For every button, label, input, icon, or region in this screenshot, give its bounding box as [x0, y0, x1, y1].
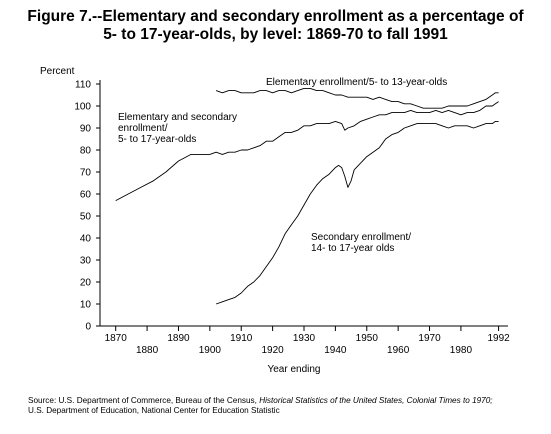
series-label-line: Elementary and secondary	[118, 112, 237, 123]
x-tick-label: 1890	[167, 333, 190, 344]
series-elementary-label: Elementary enrollment/5- to 13-year-olds	[266, 77, 447, 88]
x-tick-label: 1940	[324, 345, 347, 356]
x-tick-label: 1880	[136, 345, 159, 356]
series-label-line: 5- to 17-year-olds	[118, 134, 196, 145]
series-label-line: enrollment/	[118, 123, 168, 134]
series-elementary-line	[215, 87, 499, 109]
x-tick-label: 1920	[261, 345, 284, 356]
x-tick-label: 1950	[356, 333, 379, 344]
y-tick-label: 90	[80, 124, 92, 135]
y-tick-label: 100	[74, 102, 91, 113]
x-tick-label: 1970	[418, 333, 441, 344]
source-note: Source: U.S. Department of Commerce, Bur…	[28, 396, 493, 416]
y-tick-label: 30	[80, 256, 92, 267]
series-label-line: Secondary enrollment/	[311, 232, 411, 243]
x-tick-label: 1910	[230, 333, 253, 344]
chart-title-line-1: Figure 7.--Elementary and secondary enro…	[27, 8, 524, 25]
series-total-line	[115, 101, 499, 201]
series-secondary-label: Secondary enrollment/14- to 17-year olds	[311, 232, 411, 254]
x-tick-label: 1992	[487, 333, 510, 344]
y-tick-label: 50	[80, 212, 92, 223]
y-tick-label: 40	[80, 234, 92, 245]
series-label-line: 14- to 17-year olds	[311, 243, 394, 254]
source-line-2: U.S. Department of Education, National C…	[28, 406, 280, 415]
x-axis-label: Year ending	[267, 364, 320, 375]
y-tick-label: 10	[80, 300, 92, 311]
y-tick-label: 60	[80, 190, 92, 201]
y-tick-label: 110	[75, 80, 91, 91]
series-total-label: Elementary and secondary enrollment/5- to…	[118, 112, 237, 145]
x-tick-label: 1980	[450, 345, 473, 356]
chart-title-line-2: 5- to 17-year-olds, by level: 1869-70 to…	[103, 26, 448, 43]
y-tick-label: 0	[85, 322, 91, 333]
y-axis-label: Percent	[40, 66, 75, 77]
x-tick-label: 1900	[199, 345, 222, 356]
series-label-line: Elementary enrollment/5- to 13-year-olds	[266, 77, 447, 88]
x-tick-label: 1930	[293, 333, 316, 344]
chart-labels: Elementary and secondary enrollment/5- to…	[118, 77, 447, 254]
y-tick-label: 70	[80, 168, 92, 179]
source-italic: Historical Statistics of the United Stat…	[259, 396, 493, 405]
series-secondary-line	[215, 120, 499, 305]
y-tick-label: 80	[80, 146, 92, 157]
chart-lines	[115, 87, 499, 305]
chart-title: Figure 7.--Elementary and secondary enro…	[0, 8, 551, 44]
x-tick-label: 1870	[105, 333, 128, 344]
x-tick-label: 1960	[387, 345, 410, 356]
source-prefix: Source: U.S. Department of Commerce, Bur…	[28, 396, 260, 405]
y-tick-label: 20	[80, 278, 92, 289]
